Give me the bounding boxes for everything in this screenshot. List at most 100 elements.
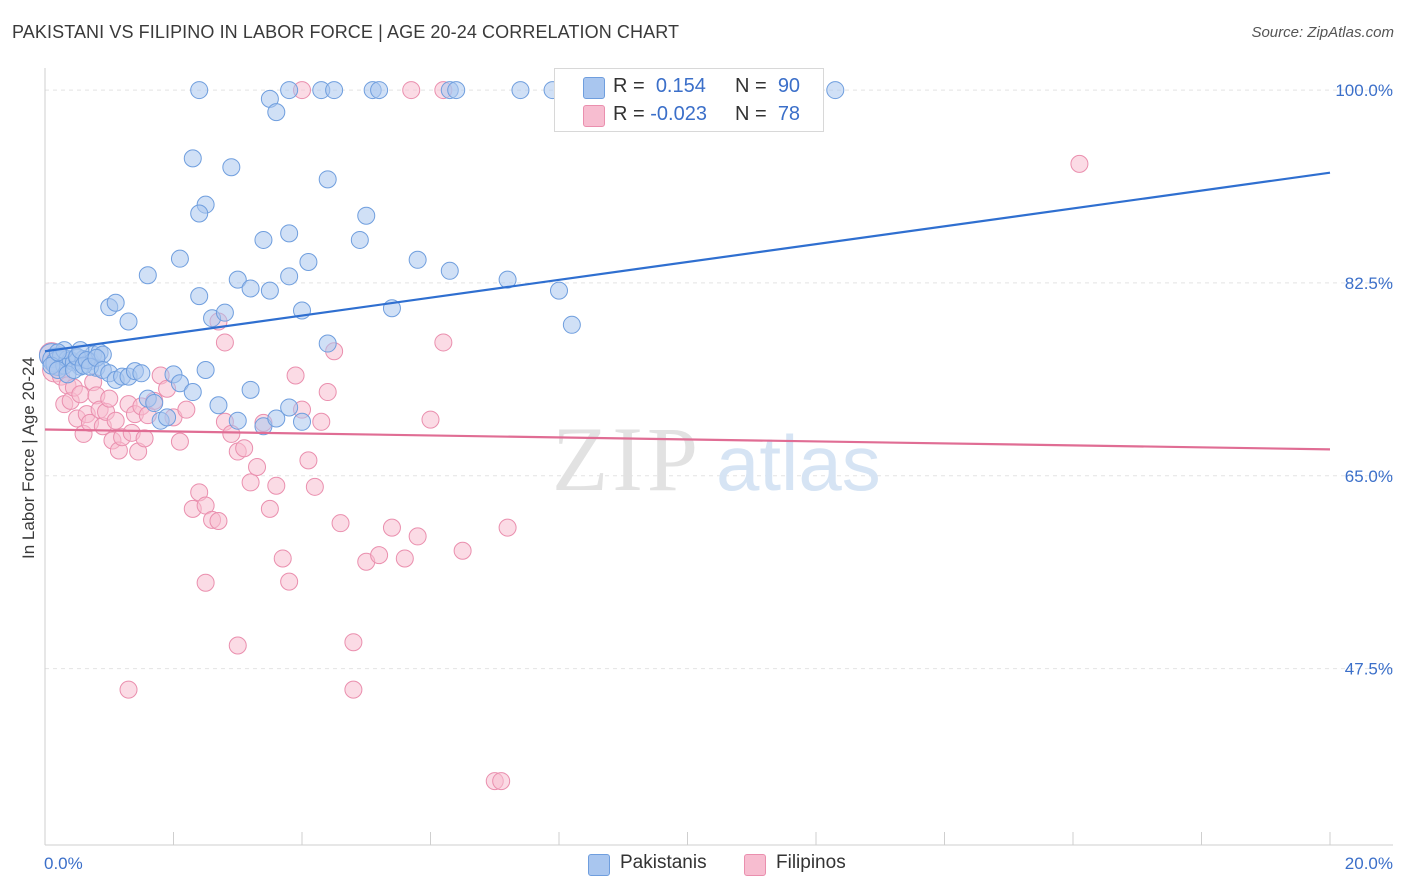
filipino-point (370, 546, 389, 565)
filipino-point (1070, 154, 1089, 173)
pakistani-point (511, 81, 530, 100)
pakistani-point (170, 374, 189, 393)
x-tick-label: 20.0% (1345, 854, 1393, 873)
pakistani-point (267, 103, 286, 122)
pakistani-point (280, 398, 299, 417)
legend-n: N = 90 (735, 75, 800, 98)
pakistani-point (48, 343, 67, 362)
pakistani-point (241, 380, 260, 399)
filipino-point (71, 385, 90, 404)
filipinos-trend-line (44, 428, 1331, 451)
legend-r-value: -0.023 (650, 103, 707, 125)
watermark-zip: ZIP (552, 408, 702, 510)
legend-swatch-pink (583, 105, 605, 127)
filipino-point (196, 573, 215, 592)
filipino-point (299, 451, 318, 470)
filipinos-swatch (744, 854, 766, 876)
filipino-point (135, 429, 154, 448)
filipino-point (177, 400, 196, 419)
filipino-point (453, 541, 472, 560)
filipino-point (305, 477, 324, 496)
legend-n-label: N = (735, 75, 767, 97)
legend-n: N = 78 (735, 103, 800, 126)
pakistani-point (408, 250, 427, 269)
pakistani-point (550, 281, 568, 300)
filipino-point (408, 527, 427, 546)
pakistani-point (119, 312, 138, 331)
legend-n-value: 90 (777, 75, 801, 97)
y-tick-label: 82.5% (1345, 274, 1393, 293)
pakistani-point (106, 293, 125, 312)
watermark-atlas: atlas (716, 419, 881, 507)
source-label: Source: ZipAtlas.com (1251, 24, 1394, 41)
legend-r-value: 0.154 (655, 75, 706, 97)
pakistani-point (370, 81, 389, 100)
pakistani-point (562, 315, 581, 334)
legend-n-value: 78 (777, 103, 801, 125)
filipino-point (344, 633, 363, 652)
filipino-point (267, 476, 286, 495)
pakistani-point (209, 396, 228, 415)
filipino-point (312, 412, 331, 431)
filipino-point (100, 389, 119, 408)
filipino-point (344, 680, 363, 699)
pakistani-point (318, 170, 337, 189)
filipino-point (280, 572, 299, 591)
pakistanis-trend-line (44, 171, 1331, 353)
pakistani-point (280, 81, 299, 100)
filipino-point (248, 457, 267, 476)
legend-swatch-blue (583, 77, 605, 99)
y-tick-label: 65.0% (1345, 467, 1393, 486)
pakistani-point (190, 81, 209, 100)
axes (44, 68, 1393, 846)
pakistani-point (170, 249, 189, 268)
legend-r-label: R = (613, 75, 645, 97)
legend-n-label: N = (735, 103, 767, 125)
legend-r: R = 0.154 (613, 75, 706, 98)
filipino-point (170, 432, 189, 451)
filipino-point (318, 383, 337, 402)
filipino-point (209, 511, 228, 530)
pakistani-point (260, 281, 279, 300)
filipino-point (106, 411, 125, 430)
pakistani-point (280, 224, 299, 243)
pakistanis-swatch (588, 854, 610, 876)
pakistani-point (228, 411, 247, 430)
pakistani-point (132, 364, 151, 383)
pakistani-point (350, 230, 369, 249)
pakistani-point (241, 279, 260, 298)
filipino-point (434, 333, 453, 352)
pakistani-point (254, 230, 273, 249)
filipino-point (421, 410, 440, 429)
pakistani-point (196, 360, 215, 379)
filipino-point (228, 636, 247, 655)
filipino-point (286, 366, 305, 385)
filipino-point (331, 514, 350, 533)
pakistani-point (826, 81, 845, 100)
filipino-point (241, 473, 260, 492)
pakistani-point (357, 206, 376, 225)
pakistani-point (498, 270, 517, 289)
legend-row-pakistanis: R = 0.154 N = 90 (555, 75, 823, 101)
legend-r: R = -0.023 (613, 103, 707, 126)
correlation-legend: R = 0.154 N = 90 R = -0.023 N = 78 (554, 68, 824, 132)
filipino-point (119, 680, 138, 699)
y-tick-labels: 100.0% 82.5% 65.0% 47.5% (1335, 81, 1393, 679)
pakistani-point (190, 287, 209, 306)
filipino-point (498, 518, 517, 537)
pakistani-point (183, 383, 202, 402)
filipino-point (235, 439, 254, 458)
pakistani-point (215, 303, 234, 322)
pakistani-point (447, 81, 466, 100)
pakistani-point (183, 149, 202, 168)
pakistanis-label: Pakistanis (620, 852, 707, 873)
pakistani-point (318, 334, 337, 353)
filipino-point (395, 549, 414, 568)
trend-lines (44, 171, 1331, 451)
watermark: ZIP atlas (552, 408, 881, 510)
pakistani-point (293, 412, 311, 431)
filipino-point (260, 499, 279, 518)
pakistani-point (280, 267, 299, 286)
pakistanis-points (38, 81, 845, 436)
